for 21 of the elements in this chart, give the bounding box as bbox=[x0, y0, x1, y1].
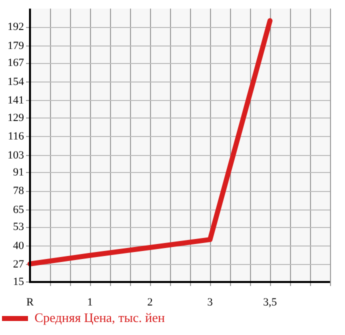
x-tick-label: 2 bbox=[147, 296, 153, 308]
y-tick-label: 65 bbox=[13, 204, 24, 216]
x-tick-label: 3,5 bbox=[263, 296, 278, 308]
x-tick-label: R bbox=[26, 296, 34, 308]
y-tick-label: 103 bbox=[8, 149, 24, 162]
y-tick-label: 91 bbox=[13, 166, 24, 179]
x-tick-label: 1 bbox=[87, 296, 93, 308]
y-tick-label: 53 bbox=[13, 221, 24, 234]
y-tick-label: 27 bbox=[13, 258, 24, 271]
y-tick-label: 15 bbox=[13, 276, 24, 288]
y-tick-label: 179 bbox=[8, 40, 24, 52]
legend-label: Средняя Цена, тыс. йен bbox=[34, 310, 165, 325]
y-tick-label: 78 bbox=[13, 185, 24, 198]
y-tick-label: 129 bbox=[8, 112, 24, 124]
y-tick-label: 141 bbox=[8, 94, 24, 107]
y-tick-label: 192 bbox=[8, 21, 24, 34]
y-tick-label: 154 bbox=[8, 76, 24, 88]
y-tick-label: 116 bbox=[8, 130, 24, 143]
y-tick-label: 167 bbox=[8, 57, 24, 70]
y-tick-label: 40 bbox=[13, 240, 24, 252]
x-tick-label: 3 bbox=[207, 296, 214, 308]
